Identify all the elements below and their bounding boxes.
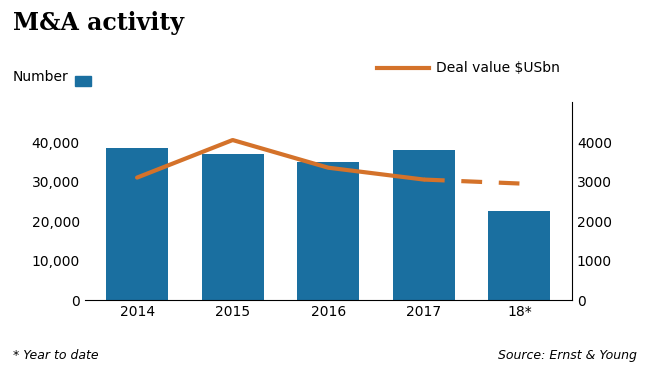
- Text: Number: Number: [13, 70, 69, 84]
- Text: M&A activity: M&A activity: [13, 11, 184, 35]
- Bar: [297, 162, 359, 300]
- Bar: [202, 154, 264, 300]
- Bar: [393, 150, 455, 300]
- Bar: [106, 148, 168, 300]
- Text: * Year to date: * Year to date: [13, 349, 99, 362]
- Text: Deal value $USbn: Deal value $USbn: [436, 61, 560, 75]
- Text: Source: Ernst & Young: Source: Ernst & Young: [498, 349, 637, 362]
- Bar: [488, 211, 551, 300]
